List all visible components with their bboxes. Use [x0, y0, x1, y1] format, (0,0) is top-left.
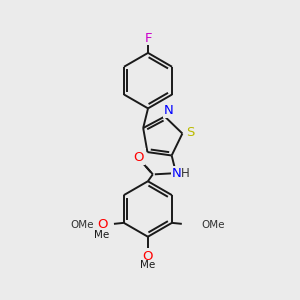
Text: F: F [144, 32, 152, 44]
Text: O: O [134, 151, 144, 164]
Text: OMe: OMe [70, 220, 94, 230]
Text: S: S [186, 126, 194, 139]
Text: N: N [164, 104, 174, 117]
Text: Me: Me [94, 230, 110, 240]
Text: N: N [136, 148, 146, 162]
Text: O: O [97, 218, 107, 231]
Text: H: H [181, 167, 190, 180]
Text: O: O [142, 250, 153, 263]
Text: OMe: OMe [202, 220, 225, 230]
Text: N: N [172, 167, 182, 180]
Text: Me: Me [140, 260, 155, 271]
